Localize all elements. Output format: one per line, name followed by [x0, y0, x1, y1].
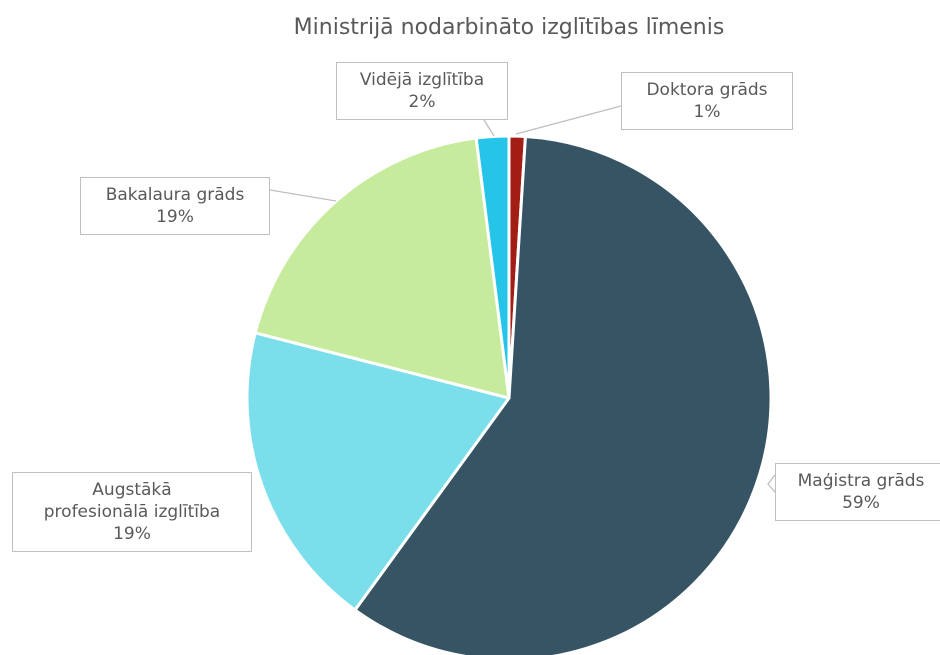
leader-line — [515, 105, 622, 135]
label-value: 2% — [408, 92, 436, 112]
leader-line — [483, 119, 495, 137]
label-value: 1% — [693, 102, 721, 122]
label-name: Bakalaura grāds — [105, 185, 245, 205]
label-name: Doktora grāds — [646, 80, 768, 100]
label-value: 19% — [113, 524, 151, 544]
label-name: Vidējā izglītība — [359, 70, 485, 90]
chart-title: Ministrijā nodarbināto izglītības līmeni… — [294, 15, 725, 40]
data-label: Maģistra grāds 59% — [775, 463, 940, 521]
label-name: Maģistra grāds — [797, 471, 925, 491]
slice — [245, 331, 511, 612]
data-label: Augstākā profesionālā izglītība 19% — [12, 472, 252, 552]
slices — [245, 134, 773, 655]
slice — [474, 134, 511, 400]
data-label: Bakalaura grāds 19% — [80, 177, 270, 235]
data-label: Doktora grāds 1% — [621, 72, 793, 130]
label-value: 59% — [842, 493, 880, 513]
leader-line — [269, 189, 337, 202]
data-label: Vidējā izglītība 2% — [336, 62, 508, 120]
leader-line — [767, 474, 776, 493]
label-name: Augstākā profesionālā izglītība — [43, 480, 221, 522]
slice — [353, 135, 773, 655]
label-value: 19% — [156, 207, 194, 227]
